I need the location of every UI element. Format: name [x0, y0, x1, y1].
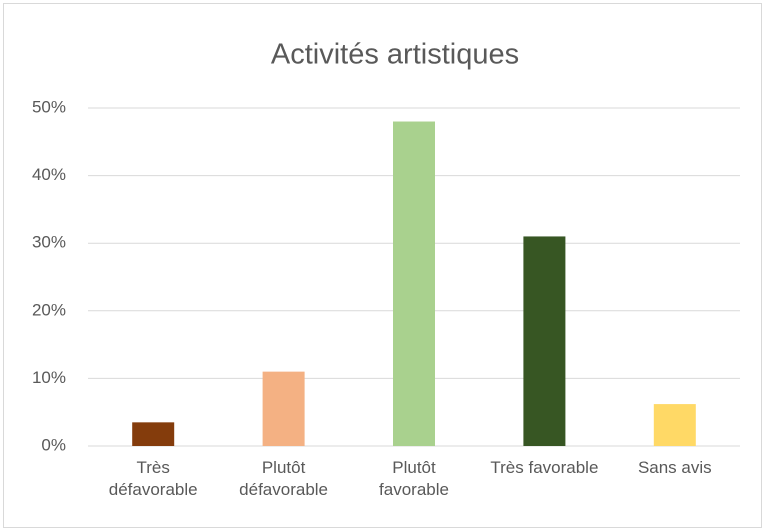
- y-tick-label: 30%: [32, 233, 66, 252]
- bar: [132, 422, 175, 446]
- x-tick-label: Très favorable: [490, 458, 599, 477]
- x-tick-label: Plutôt défavorable: [239, 458, 329, 499]
- x-tick-label: Très défavorable: [108, 458, 198, 499]
- x-tick-label: Plutôt favorable: [379, 458, 449, 499]
- y-tick-label: 50%: [32, 97, 66, 116]
- y-tick-label: 40%: [32, 165, 66, 184]
- chart-title: Activités artistiques: [271, 39, 519, 71]
- y-tick-label: 0%: [41, 435, 66, 454]
- y-tick-label: 20%: [32, 300, 66, 319]
- bar: [262, 371, 305, 446]
- y-tick-label: 10%: [32, 368, 66, 387]
- bar: [393, 121, 435, 447]
- x-tick-label: Sans avis: [637, 458, 712, 477]
- bar: [523, 236, 566, 446]
- bar: [653, 404, 696, 446]
- chart-border: [3, 3, 762, 528]
